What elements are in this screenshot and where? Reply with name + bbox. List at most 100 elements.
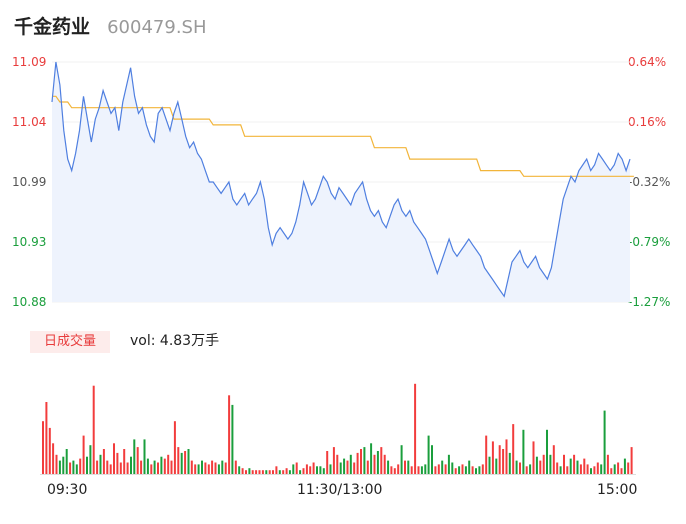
volume-bar <box>539 461 541 474</box>
volume-bar <box>560 466 562 474</box>
volume-bar <box>468 461 470 474</box>
volume-bar <box>357 453 359 474</box>
volume-bar <box>228 395 230 474</box>
volume-bar <box>431 445 433 474</box>
volume-bar <box>563 455 565 474</box>
volume-bar <box>333 447 335 474</box>
volume-bar <box>499 445 501 474</box>
volume-bar <box>597 463 599 475</box>
volume-bar <box>93 386 95 474</box>
volume-bar <box>221 461 223 474</box>
volume-bar <box>42 421 44 474</box>
volume-bar <box>573 455 575 474</box>
volume-bar <box>86 457 88 474</box>
volume-bar <box>543 455 545 474</box>
volume-bar <box>150 464 152 474</box>
volume-bar <box>238 466 240 474</box>
volume-bar <box>45 402 47 474</box>
volume-bar <box>269 470 271 474</box>
volume-bar <box>248 468 250 474</box>
volume-bar <box>583 459 585 474</box>
volume-bar <box>326 451 328 474</box>
volume-bar <box>140 461 142 474</box>
volume-bar <box>144 439 146 474</box>
volume-bar <box>79 459 81 474</box>
volume-bar <box>303 468 305 474</box>
volume-bar <box>252 470 254 474</box>
volume-bar <box>76 464 78 474</box>
volume-bar <box>353 463 355 475</box>
volume-bar <box>83 436 85 474</box>
volume-bar <box>441 461 443 474</box>
volume-bar <box>313 463 315 475</box>
volume-bar <box>184 451 186 474</box>
volume-bar <box>296 463 298 475</box>
volume-bar <box>377 451 379 474</box>
volume-bar <box>404 461 406 474</box>
volume-bar <box>309 466 311 474</box>
volume-bar <box>259 470 261 474</box>
volume-bar <box>607 455 609 474</box>
volume-bar <box>533 441 535 474</box>
volume-bar <box>617 463 619 475</box>
volume-bar <box>434 466 436 474</box>
volume-bar <box>330 464 332 474</box>
volume-bar <box>127 463 129 475</box>
volume-bar <box>621 468 623 474</box>
volume-bar <box>279 470 281 474</box>
volume-bar <box>549 455 551 474</box>
volume-bar <box>154 461 156 474</box>
volume-bar <box>451 463 453 475</box>
volume-bar <box>69 463 71 475</box>
volume-bar <box>445 464 447 474</box>
volume-bar <box>289 470 291 474</box>
daily-volume-tab[interactable]: 日成交量 <box>30 331 110 353</box>
volume-bar <box>343 459 345 474</box>
volume-bar <box>509 453 511 474</box>
volume-bar <box>472 466 474 474</box>
volume-bar <box>593 466 595 474</box>
volume-bar <box>590 468 592 474</box>
volume-bar <box>370 443 372 474</box>
volume-bar <box>553 445 555 474</box>
volume-bar <box>536 457 538 474</box>
volume-bar <box>323 468 325 474</box>
volume-bar <box>418 466 420 474</box>
volume-bar <box>580 464 582 474</box>
volume-bar <box>231 405 233 474</box>
volume-bar <box>299 470 301 474</box>
volume-bar <box>275 466 277 474</box>
volume-bar <box>59 461 61 474</box>
volume-bar <box>489 457 491 474</box>
volume-bar <box>546 430 548 474</box>
volume-bar <box>506 439 508 474</box>
volume-bar <box>604 411 606 474</box>
volume-bar <box>167 455 169 474</box>
volume-bar <box>225 463 227 475</box>
time-label-midday: 11:30/13:00 <box>297 482 382 498</box>
volume-bar <box>624 459 626 474</box>
volume-bar <box>113 443 115 474</box>
volume-bar <box>56 455 58 474</box>
volume-bar <box>407 461 409 474</box>
volume-bar <box>123 449 125 474</box>
volume-bar <box>319 466 321 474</box>
volume-bar <box>89 445 91 474</box>
volume-bar <box>384 455 386 474</box>
volume-bar <box>347 461 349 474</box>
volume-bar <box>414 384 416 474</box>
volume-bar <box>458 466 460 474</box>
volume-bar <box>147 459 149 474</box>
volume-bar <box>103 449 105 474</box>
volume-bar <box>614 464 616 474</box>
volume-bar <box>160 457 162 474</box>
volume-bar <box>174 421 176 474</box>
volume-bar <box>52 443 54 474</box>
volume-bar <box>265 470 267 474</box>
volume-bar <box>218 464 220 474</box>
volume-bar <box>570 459 572 474</box>
volume-bar <box>566 466 568 474</box>
volume-bar <box>191 461 193 474</box>
time-label-close: 15:00 <box>597 482 637 498</box>
